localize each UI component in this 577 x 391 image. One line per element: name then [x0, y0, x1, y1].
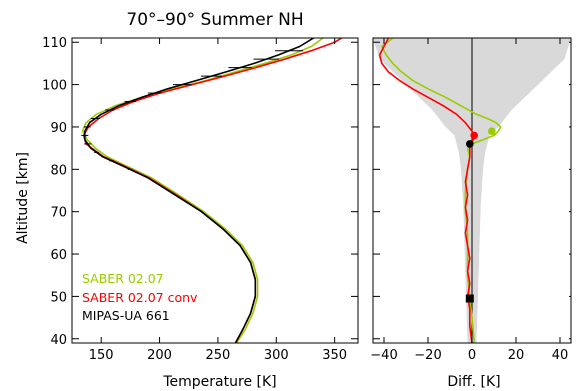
y-tick-label: 110: [42, 36, 67, 51]
x-tick-label: 0: [468, 348, 476, 363]
left-plot-content: [81, 38, 343, 343]
series-saber-02-07-line: [81, 38, 324, 343]
marker-dot: [470, 131, 479, 140]
legend-entry-saber-conv: SABER 02.07 conv: [82, 290, 198, 305]
series-mipas-ua-661-line: [84, 38, 315, 343]
x-tick-label: −20: [414, 348, 441, 363]
x-tick-label: −40: [370, 348, 397, 363]
right-plot-content: [373, 38, 571, 343]
y-tick-label: 100: [42, 79, 67, 94]
right-ticks: −40 −20 0 20 40: [370, 38, 571, 363]
left-ticks: 150 200 250 300 350 40 50 60 70 80 90 100 110: [42, 36, 358, 363]
y-tick-label: 80: [50, 163, 67, 178]
y-axis-label: Altitude [km]: [15, 152, 31, 244]
x-tick-label: 350: [322, 348, 347, 363]
left-panel-frame: [71, 37, 359, 344]
y-tick-label: 50: [50, 290, 67, 305]
right-plot-area: [373, 38, 571, 343]
marker-dot: [466, 140, 474, 148]
x-tick-label: 300: [264, 348, 289, 363]
legend: SABER 02.07 SABER 02.07 conv MIPAS-UA 66…: [82, 271, 198, 323]
x-tick-label: 150: [89, 348, 114, 363]
x-tick-label: 40: [552, 348, 569, 363]
x-tick-label: 20: [508, 348, 525, 363]
marker-square: [465, 294, 474, 303]
y-tick-label: 90: [50, 121, 67, 136]
legend-entry-mipas: MIPAS-UA 661: [82, 308, 170, 323]
right-panel: −40 −20 0 20 40: [370, 37, 572, 363]
left-x-axis-label: Temperature [K]: [162, 374, 276, 390]
x-tick-label: 250: [206, 348, 231, 363]
y-tick-label: 60: [50, 248, 67, 263]
left-panel: 150 200 250 300 350 40 50 60 70 80 90 100 110 SABER …: [42, 36, 359, 363]
series-saber-02-07-conv-line: [378, 38, 476, 343]
chart-title: 70°–90° Summer NH: [126, 10, 303, 30]
y-tick-label: 40: [50, 333, 67, 348]
marker-dot: [488, 127, 496, 135]
y-tick-label: 70: [50, 206, 67, 221]
legend-entry-saber: SABER 02.07: [82, 271, 164, 286]
right-x-axis-label: Diff. [K]: [447, 374, 500, 390]
x-tick-label: 200: [147, 348, 172, 363]
left-plot-area: [81, 38, 343, 343]
